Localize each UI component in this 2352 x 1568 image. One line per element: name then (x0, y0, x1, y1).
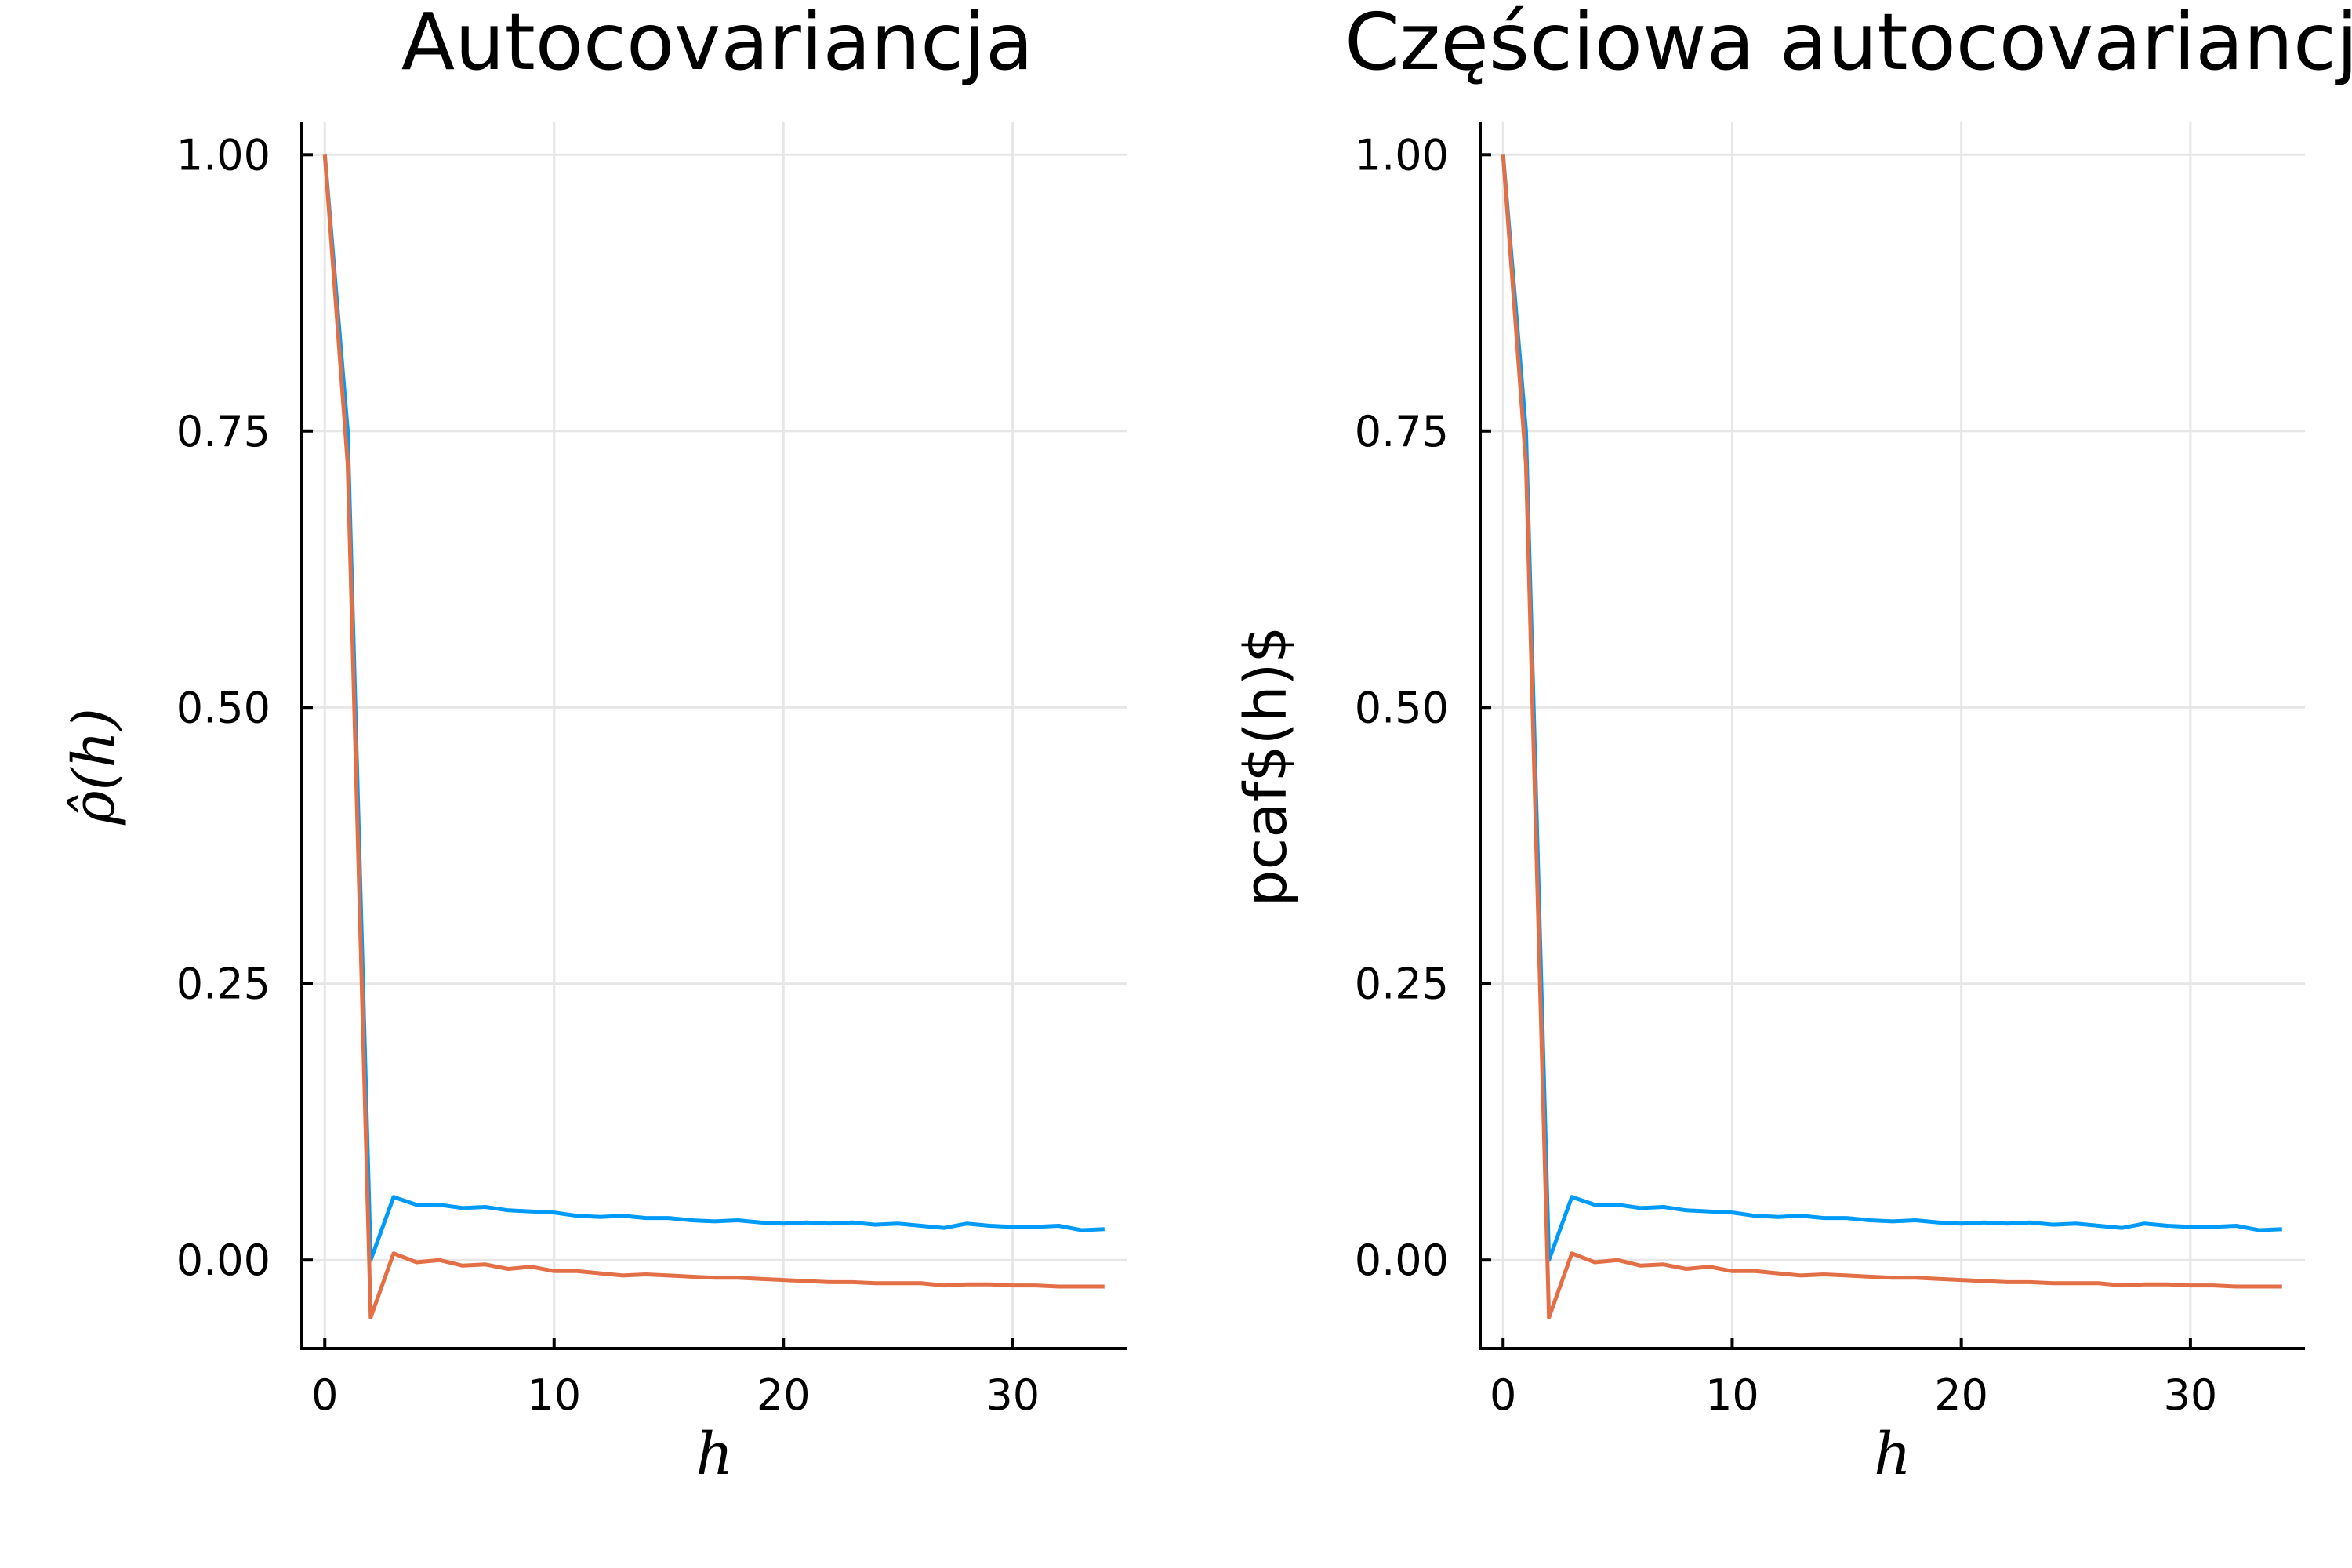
acf-x-tick-label: 30 (985, 1370, 1040, 1420)
pacf-x-axis-label: h (1874, 1421, 1911, 1488)
acf-y-tick-label: 0.75 (176, 407, 270, 456)
acf-series-line-2 (322, 154, 1105, 1319)
acf-axes (300, 122, 1127, 1350)
pacf-x-tick-label: 10 (1705, 1370, 1759, 1420)
acf-x-tick-label: 0 (311, 1370, 338, 1420)
acf-ticks: 0 10 20 30 0.00 0.25 0.50 0.75 1.00 (176, 130, 1040, 1420)
acf-grid (302, 122, 1127, 1348)
pacf-y-tick-label: 0.00 (1355, 1236, 1449, 1285)
pacf-series (1501, 154, 2282, 1319)
acf-y-tick-label: 0.50 (176, 683, 270, 732)
pacf-x-tick-label: 30 (2164, 1370, 2218, 1420)
pacf-y-tick-label: 0.75 (1355, 407, 1449, 456)
acf-y-tick-label: 0.00 (176, 1236, 270, 1285)
pacf-panel: 0 10 20 30 0.00 0.25 0.50 0.75 1.00 Częściowa au… (1232, 0, 2352, 1488)
acf-series-line-1 (322, 154, 1105, 1262)
pacf-chart-title: Częściowa autocovariancja (1345, 0, 2352, 88)
pacf-ticks: 0 10 20 30 0.00 0.25 0.50 0.75 1.00 (1355, 130, 2217, 1420)
acf-x-tick-label: 10 (527, 1370, 581, 1420)
pacf-series-line-1 (1501, 154, 2282, 1262)
pacf-x-tick-label: 20 (1934, 1370, 1988, 1420)
acf-y-tick-label: 0.25 (176, 960, 270, 1009)
pacf-x-tick-label: 0 (1490, 1370, 1516, 1420)
pacf-grid (1480, 122, 2305, 1348)
pacf-y-tick-label: 0.25 (1355, 960, 1449, 1009)
pacf-axes (1479, 122, 2305, 1350)
pacf-series-line-2 (1501, 154, 2282, 1319)
acf-x-axis-label: h (696, 1421, 734, 1488)
acf-x-tick-label: 20 (757, 1370, 811, 1420)
pacf-y-axis-label: pcaf$(h)$ (1232, 626, 1300, 907)
acf-panel: 0 10 20 30 0.00 0.25 0.50 0.75 1.00 Autocovarian… (60, 0, 1127, 1488)
acf-y-tick-label: 1.00 (176, 130, 270, 180)
pacf-y-tick-label: 1.00 (1355, 130, 1449, 180)
acf-y-axis-label: ρ̂(h) (60, 708, 128, 826)
acf-series (322, 154, 1105, 1319)
pacf-y-tick-label: 0.50 (1355, 683, 1449, 732)
acf-chart-title: Autocovariancja (401, 0, 1033, 88)
